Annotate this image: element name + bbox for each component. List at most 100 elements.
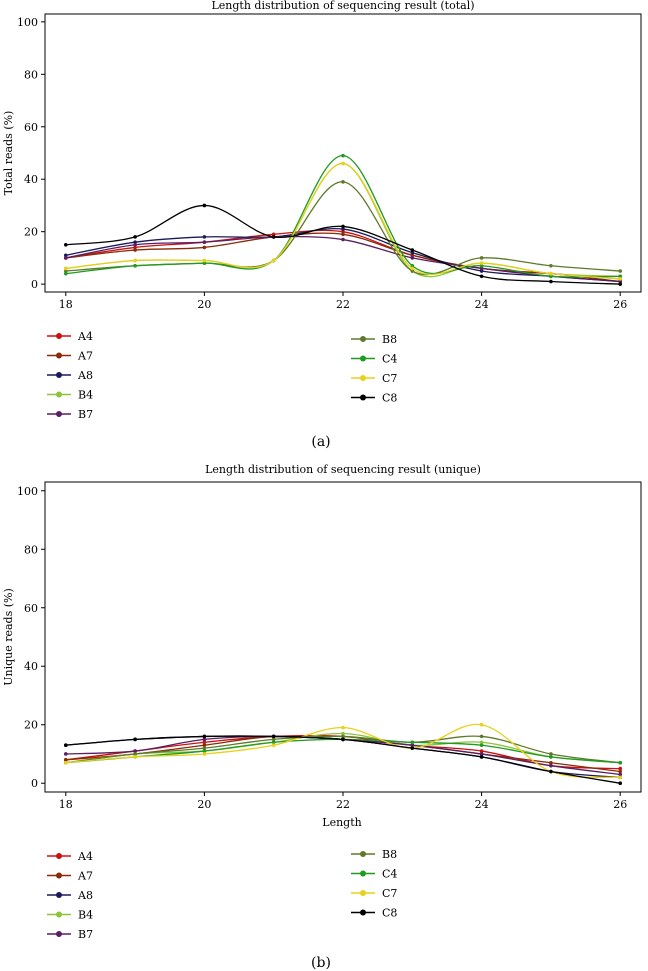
legend-swatch-dot [56, 931, 62, 937]
data-point [271, 235, 276, 239]
data-point [63, 269, 68, 273]
legend-item-C4: C4 [351, 353, 397, 366]
series-C4 [63, 153, 623, 279]
data-point [133, 263, 137, 268]
y-tick-label: 80 [24, 543, 38, 556]
data-point [479, 752, 484, 756]
data-point [341, 227, 345, 231]
data-point [341, 731, 345, 736]
data-point [549, 271, 553, 276]
legend-swatch-dot [360, 394, 366, 401]
data-point [63, 242, 68, 247]
legend-item-B8: B8 [351, 333, 397, 346]
data-point [133, 749, 137, 753]
data-point [410, 253, 415, 258]
data-point [341, 725, 345, 730]
legend-label: B8 [382, 333, 397, 346]
x-tick-label: 22 [336, 298, 350, 311]
data-point [341, 237, 345, 242]
data-point [341, 180, 345, 184]
legend-swatch-dot [360, 355, 366, 362]
series-C7 [63, 722, 623, 780]
data-point [410, 250, 415, 255]
data-point [618, 279, 623, 284]
legend-item-B7: B7 [47, 928, 93, 941]
legend-swatch-dot [56, 391, 62, 398]
chart-panel-a: Length distribution of sequencing result… [2, 0, 642, 450]
legend-label: A8 [77, 369, 93, 382]
x-tick-label: 20 [197, 298, 211, 311]
legend-label: A7 [77, 870, 93, 883]
data-point [549, 752, 553, 756]
legend-item-C4: C4 [351, 868, 397, 881]
legend-swatch-dot [56, 372, 62, 378]
y-tick-label: 0 [31, 777, 38, 790]
legend-label: C8 [382, 907, 397, 920]
x-tick-label: 24 [475, 798, 489, 811]
data-point [202, 203, 207, 208]
data-point [410, 743, 415, 748]
plot-frame [44, 481, 642, 793]
series-B8 [63, 734, 623, 765]
data-point [271, 743, 276, 748]
data-point [202, 746, 207, 750]
legend-swatch-dot [56, 853, 62, 859]
data-point [202, 737, 207, 742]
data-point [63, 752, 68, 756]
data-point [410, 740, 415, 745]
legend-label: C7 [382, 887, 397, 900]
legend-label: A7 [77, 350, 93, 363]
x-axis-label: Length [322, 816, 361, 829]
legend: A4 A7 A8 B4 B7 B8 C4 C7 C8 [47, 330, 397, 421]
x-tick-label: 26 [613, 798, 627, 811]
data-point [618, 277, 623, 281]
data-point [410, 263, 415, 268]
data-point [341, 224, 345, 229]
data-point [202, 261, 207, 265]
data-point [271, 734, 276, 739]
x-tick-label: 24 [475, 298, 489, 311]
data-point [133, 752, 137, 756]
data-point [479, 263, 484, 268]
legend-swatch-dot [360, 336, 366, 342]
legend-swatch-dot [56, 411, 62, 417]
legend-label: C8 [382, 392, 397, 405]
data-point [63, 758, 68, 762]
x-tick-label: 20 [197, 798, 211, 811]
data-point [341, 734, 345, 739]
legend-swatch-dot [56, 352, 62, 359]
data-point [479, 261, 484, 265]
y-tick-label: 40 [24, 660, 38, 673]
y-tick-label: 60 [24, 121, 38, 134]
chart-panel-b: Length distribution of sequencing result… [2, 463, 642, 971]
y-tick-label: 20 [24, 719, 38, 732]
y-tick-label: 100 [17, 16, 38, 29]
data-point [479, 722, 484, 727]
data-point [479, 755, 484, 759]
data-point [410, 256, 415, 260]
data-point [63, 271, 68, 276]
data-point [618, 760, 623, 765]
data-point [133, 240, 137, 244]
data-point [202, 749, 207, 753]
data-point [202, 240, 207, 244]
data-point [479, 743, 484, 748]
series-C8 [63, 734, 623, 786]
y-axis-label: Total reads (%) [2, 111, 15, 196]
legend-label: B7 [78, 928, 93, 941]
legend-swatch-dot [56, 872, 62, 879]
legend-label: B8 [382, 848, 397, 861]
x-tick-label: 22 [336, 798, 350, 811]
legend-label: A4 [77, 850, 93, 863]
data-point [618, 781, 623, 786]
y-axis-label: Unique reads (%) [2, 588, 15, 686]
legend-item-A4: A4 [47, 850, 93, 863]
series-line-C4 [65, 154, 621, 278]
series-C8 [63, 203, 623, 286]
data-point [133, 245, 137, 250]
legend-item-C8: C8 [351, 907, 397, 920]
data-point [479, 749, 484, 753]
legend-label: A4 [77, 330, 93, 343]
legend-swatch-dot [360, 890, 366, 896]
